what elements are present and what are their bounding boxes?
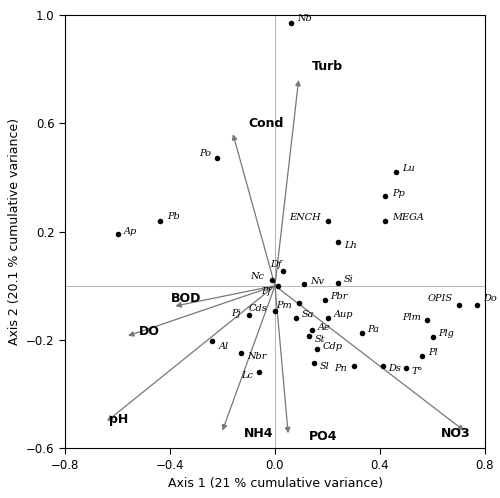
- Text: Pp: Pp: [392, 189, 404, 198]
- Point: [237, 349, 245, 357]
- Text: Plg: Plg: [438, 329, 454, 338]
- Text: Plm: Plm: [402, 313, 421, 322]
- Text: Pm: Pm: [276, 301, 292, 310]
- Point: [378, 362, 386, 370]
- Text: NO3: NO3: [440, 427, 470, 440]
- Text: Turb: Turb: [312, 60, 343, 73]
- Point: [392, 168, 400, 176]
- Text: Pn: Pn: [334, 365, 347, 374]
- Point: [381, 217, 389, 225]
- Point: [313, 346, 321, 354]
- Point: [156, 217, 164, 225]
- Text: Al: Al: [218, 342, 228, 351]
- Text: MEGA: MEGA: [392, 213, 424, 222]
- Text: Lh: Lh: [344, 241, 358, 250]
- Text: pH: pH: [109, 413, 128, 426]
- Text: DO: DO: [138, 325, 160, 338]
- Point: [274, 282, 281, 290]
- Point: [245, 311, 252, 319]
- Point: [402, 365, 410, 373]
- Text: ENCH: ENCH: [290, 213, 321, 222]
- Text: Pbr: Pbr: [330, 292, 348, 301]
- Text: Df: Df: [270, 260, 281, 269]
- X-axis label: Axis 1 (21 % cumulative variance): Axis 1 (21 % cumulative variance): [168, 477, 382, 490]
- Point: [358, 329, 366, 337]
- Point: [308, 326, 316, 334]
- Point: [418, 352, 426, 360]
- Point: [310, 359, 318, 367]
- Text: Cdp: Cdp: [323, 342, 343, 351]
- Point: [292, 314, 300, 322]
- Text: Aup: Aup: [334, 310, 353, 319]
- Point: [324, 217, 332, 225]
- Point: [334, 279, 342, 287]
- Point: [287, 19, 295, 27]
- Text: Lc: Lc: [240, 371, 252, 379]
- Text: Si: Si: [344, 275, 354, 284]
- Text: Ap: Ap: [124, 227, 138, 236]
- Point: [381, 192, 389, 200]
- Text: Nb: Nb: [298, 13, 312, 23]
- Text: St: St: [315, 335, 326, 344]
- Text: Pb: Pb: [167, 212, 179, 221]
- Text: Cond: Cond: [249, 117, 284, 130]
- Text: Sl: Sl: [320, 362, 330, 371]
- Text: Sa: Sa: [302, 310, 314, 319]
- Y-axis label: Axis 2 (20.1 % cumulative variance): Axis 2 (20.1 % cumulative variance): [8, 118, 20, 345]
- Point: [334, 239, 342, 247]
- Text: Pj: Pj: [231, 309, 240, 318]
- Text: Nbr: Nbr: [248, 352, 267, 361]
- Text: Po: Po: [198, 149, 210, 158]
- Text: Nv: Nv: [310, 276, 324, 286]
- Point: [255, 368, 263, 376]
- Point: [350, 362, 358, 370]
- Text: PO4: PO4: [309, 429, 338, 443]
- Point: [114, 230, 122, 238]
- Point: [428, 333, 436, 341]
- Text: Do: Do: [483, 294, 496, 303]
- Text: OPIS: OPIS: [428, 294, 453, 303]
- Text: Ds: Ds: [388, 365, 402, 374]
- Text: Lu: Lu: [402, 164, 415, 173]
- Point: [324, 314, 332, 322]
- Point: [473, 301, 481, 309]
- Point: [300, 280, 308, 288]
- Text: Pf: Pf: [261, 287, 271, 296]
- Text: Ae: Ae: [318, 323, 330, 332]
- Text: Nc: Nc: [250, 272, 264, 281]
- Text: Cds: Cds: [248, 304, 267, 313]
- Point: [294, 298, 302, 306]
- Text: NH4: NH4: [244, 427, 273, 440]
- Text: Pl: Pl: [428, 348, 438, 357]
- Point: [271, 307, 279, 315]
- Point: [268, 276, 276, 284]
- Point: [279, 267, 287, 275]
- Point: [423, 316, 431, 324]
- Text: Pa: Pa: [368, 325, 380, 334]
- Point: [455, 301, 463, 309]
- Text: BOD: BOD: [171, 292, 202, 305]
- Point: [321, 296, 329, 304]
- Point: [208, 337, 216, 345]
- Point: [305, 332, 313, 340]
- Text: T°: T°: [412, 367, 424, 376]
- Point: [213, 154, 221, 162]
